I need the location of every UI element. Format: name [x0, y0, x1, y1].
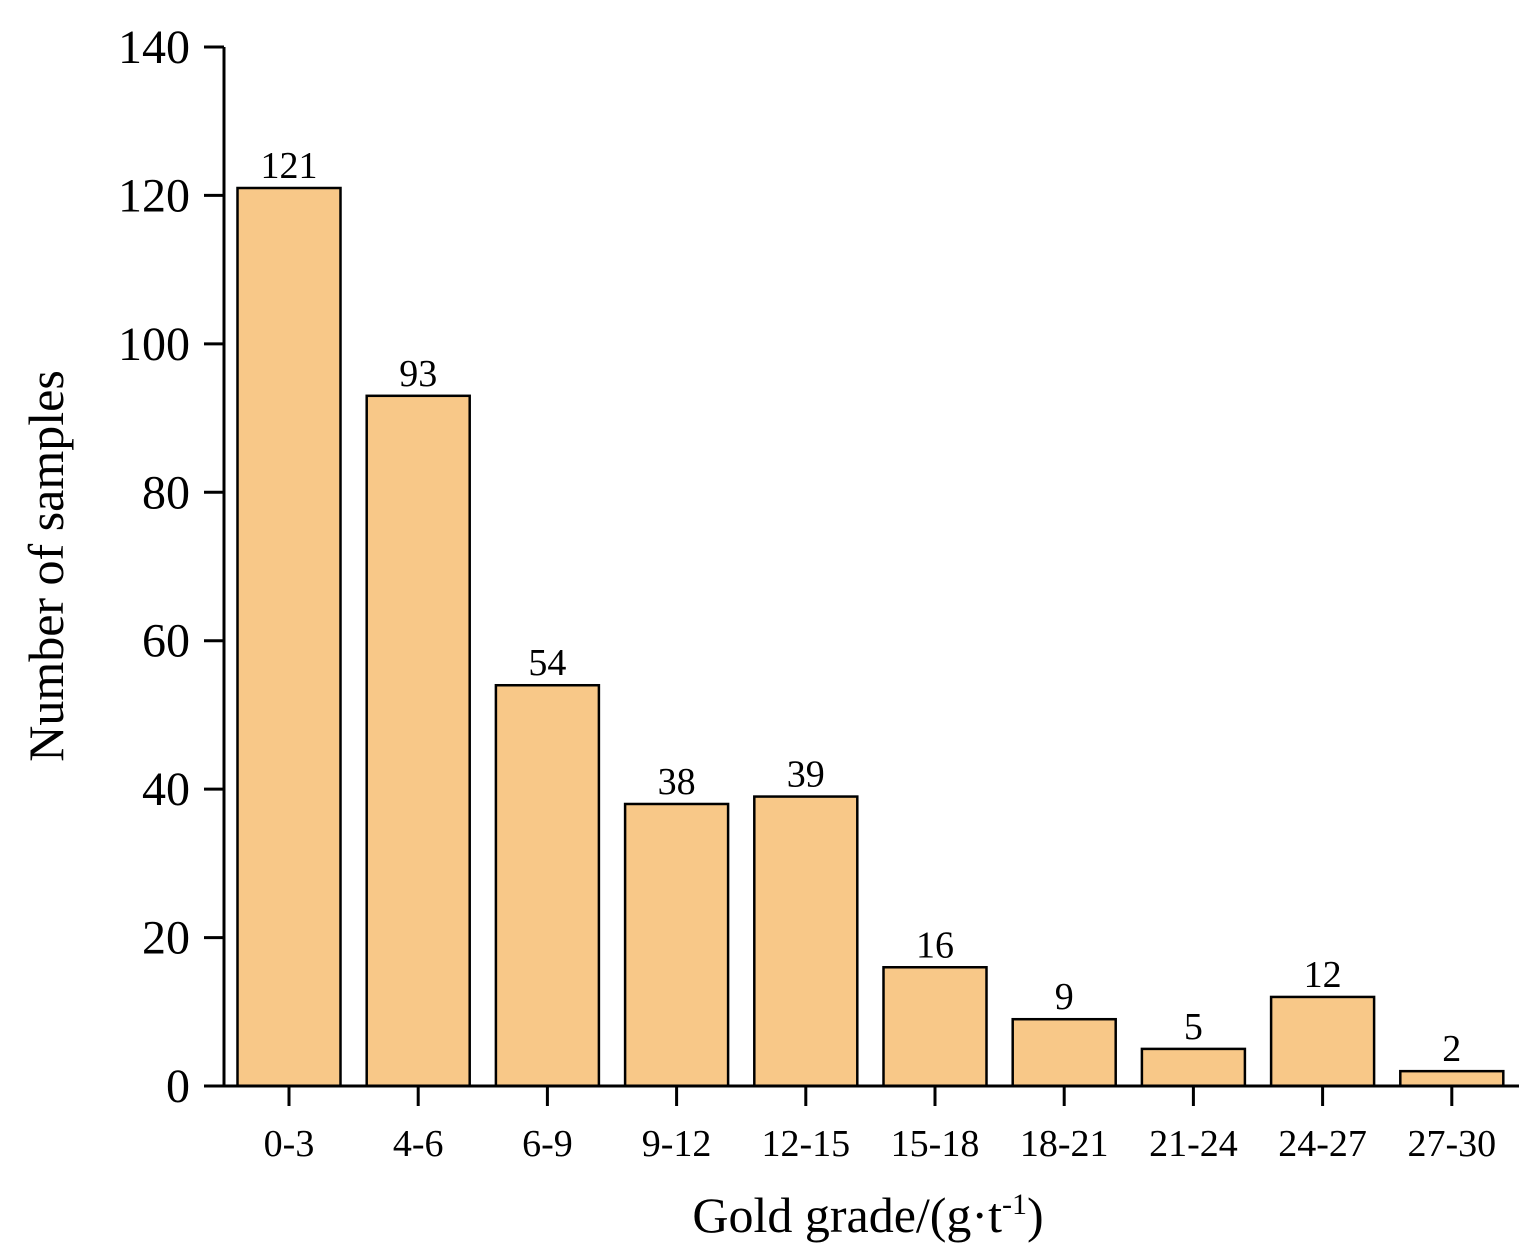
- data-label-0-3: 121: [261, 145, 318, 187]
- x-tick-label: 6-9: [522, 1123, 573, 1165]
- y-axis-title: Number of samples: [18, 370, 74, 762]
- x-ticks: 0-3 4-6 6-9 9-12 12-15 15-18 18-21 21-24 24-27 27…: [264, 1086, 1496, 1165]
- bar-6-9: [494, 683, 601, 1088]
- bar-24-27: [1269, 995, 1376, 1088]
- data-label-27-30: 2: [1442, 1028, 1461, 1070]
- y-ticks: 0 20 40 60 80 100 120 140: [118, 21, 224, 1113]
- x-tick-label: 0-3: [264, 1123, 315, 1165]
- bar-27-30: [1399, 1069, 1505, 1088]
- x-axis-title-close: ): [1027, 1187, 1044, 1243]
- y-tick-label: 0: [166, 1060, 190, 1113]
- data-label-6-9: 54: [528, 642, 566, 684]
- y-tick-label: 40: [142, 763, 190, 816]
- x-tick-label: 27-30: [1407, 1123, 1496, 1165]
- x-tick-label: 9-12: [642, 1123, 712, 1165]
- data-label-4-6: 93: [399, 353, 437, 395]
- bar-21-24: [1140, 1047, 1247, 1088]
- bars-layer: [236, 186, 1505, 1088]
- bar-15-18: [882, 966, 988, 1088]
- x-axis-title: Gold grade/(g·t-1): [692, 1187, 1043, 1243]
- y-tick-label: 100: [118, 318, 190, 371]
- bar-0-3: [236, 186, 342, 1088]
- data-label-12-15: 39: [787, 754, 825, 796]
- y-tick-label: 140: [118, 21, 190, 74]
- y-tick-label: 120: [118, 169, 190, 222]
- axes-layer: [204, 47, 1519, 1088]
- x-tick-label: 24-27: [1278, 1123, 1367, 1165]
- x-tick-label: 15-18: [891, 1123, 980, 1165]
- x-tick-label: 18-21: [1020, 1123, 1109, 1165]
- bar-18-21: [1011, 1017, 1117, 1088]
- y-tick-label: 60: [142, 615, 190, 668]
- y-tick-label: 80: [142, 466, 190, 519]
- x-tick-label: 21-24: [1149, 1123, 1238, 1165]
- bar-12-15: [753, 795, 859, 1088]
- data-label-15-18: 16: [916, 924, 954, 966]
- x-axis-title-superscript: -1: [1002, 1188, 1027, 1221]
- bar-9-12: [623, 802, 730, 1088]
- bar-4-6: [365, 394, 471, 1088]
- x-axis-title-main: Gold grade/(g·t: [692, 1187, 1002, 1243]
- data-label-9-12: 38: [658, 761, 696, 803]
- x-tick-label: 12-15: [761, 1123, 850, 1165]
- data-label-24-27: 12: [1304, 954, 1342, 996]
- y-tick-label: 20: [142, 912, 190, 965]
- x-tick-label: 4-6: [393, 1123, 444, 1165]
- data-label-18-21: 9: [1055, 976, 1074, 1018]
- data-label-21-24: 5: [1184, 1006, 1203, 1048]
- data-labels: 121 93 54 38 39 16 9 5 12 2: [261, 145, 1462, 1070]
